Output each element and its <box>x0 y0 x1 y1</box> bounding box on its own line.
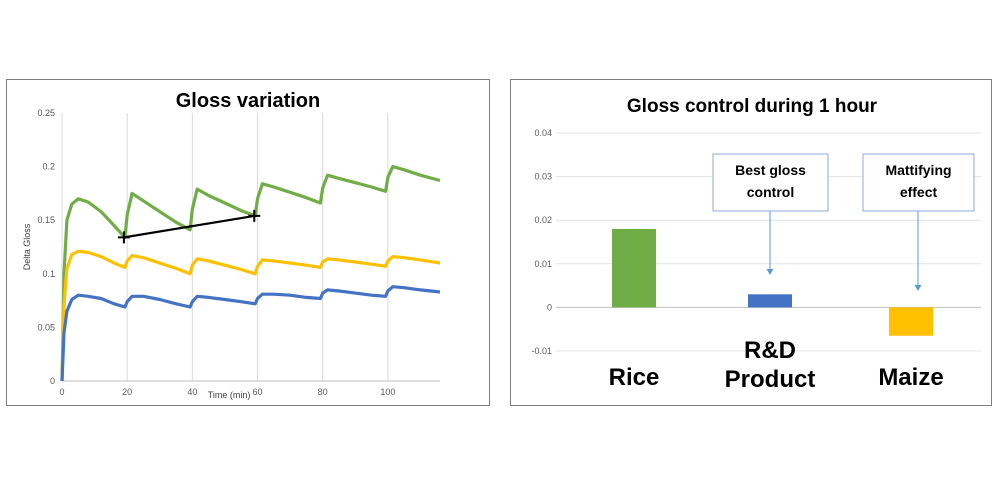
chart-title: Gloss variation <box>176 90 321 112</box>
gloss-control-panel: Gloss control during 1 hour 0.04 0.03 0.02 0… <box>510 79 992 406</box>
trend-marker-plus <box>248 209 261 222</box>
bar-rd-product <box>748 294 792 308</box>
callout-text: effect <box>900 184 938 200</box>
series-line-yellow <box>60 249 441 382</box>
y-tick-label: 0.15 <box>37 215 55 225</box>
series-line-blue <box>60 285 441 382</box>
category-label: R&D <box>744 337 796 364</box>
callout-box <box>862 153 975 212</box>
x-tick-label: 0 <box>59 387 64 397</box>
y-tick-label: 0.25 <box>37 108 55 118</box>
y-tick-label: 0 <box>50 376 55 386</box>
category-label: Maize <box>878 364 943 391</box>
y-tick-label: 0.05 <box>37 322 55 332</box>
callout-text: Mattifying <box>885 162 951 178</box>
y-tick-label: 0.1 <box>42 269 55 279</box>
gloss-variation-panel: Gloss variation 0 20 40 60 80 100 0 0.05 0.1 0.15 0… <box>6 79 490 406</box>
bar-maize <box>889 307 933 336</box>
x-tick-label: 60 <box>253 387 263 397</box>
callout-arrowhead <box>766 269 774 275</box>
gloss-variation-chart: Gloss variation 0 20 40 60 80 100 0 0.05 0.1 0.15 0… <box>22 90 441 400</box>
y-tick-label: 0.2 <box>42 162 55 172</box>
series-line-green <box>60 165 441 382</box>
trend-marker-plus <box>117 231 130 244</box>
y-tick-label: -0.01 <box>531 346 552 356</box>
chart-title: Gloss control during 1 hour <box>627 96 878 117</box>
y-tick-label: 0 <box>547 302 552 312</box>
x-tick-label: 80 <box>318 387 328 397</box>
category-label: Rice <box>609 364 660 391</box>
x-axis-title: Time (min) <box>208 390 251 400</box>
gloss-control-chart: Gloss control during 1 hour 0.04 0.03 0.02 0… <box>531 96 981 393</box>
trend-line <box>123 214 255 239</box>
x-tick-label: 100 <box>380 387 395 397</box>
x-tick-label: 20 <box>122 387 132 397</box>
y-tick-label: 0.02 <box>534 215 552 225</box>
y-axis-title: Delta Gloss <box>22 223 32 270</box>
x-tick-label: 40 <box>187 387 197 397</box>
y-tick-label: 0.03 <box>534 172 552 182</box>
callout-arrowhead <box>914 285 922 291</box>
callout-text: control <box>747 184 794 200</box>
y-tick-label: 0.04 <box>534 128 552 138</box>
callout-text: Best gloss <box>735 162 806 178</box>
bar-rice <box>612 228 656 308</box>
category-label: Product <box>725 366 816 393</box>
y-tick-label: 0.01 <box>534 259 552 269</box>
